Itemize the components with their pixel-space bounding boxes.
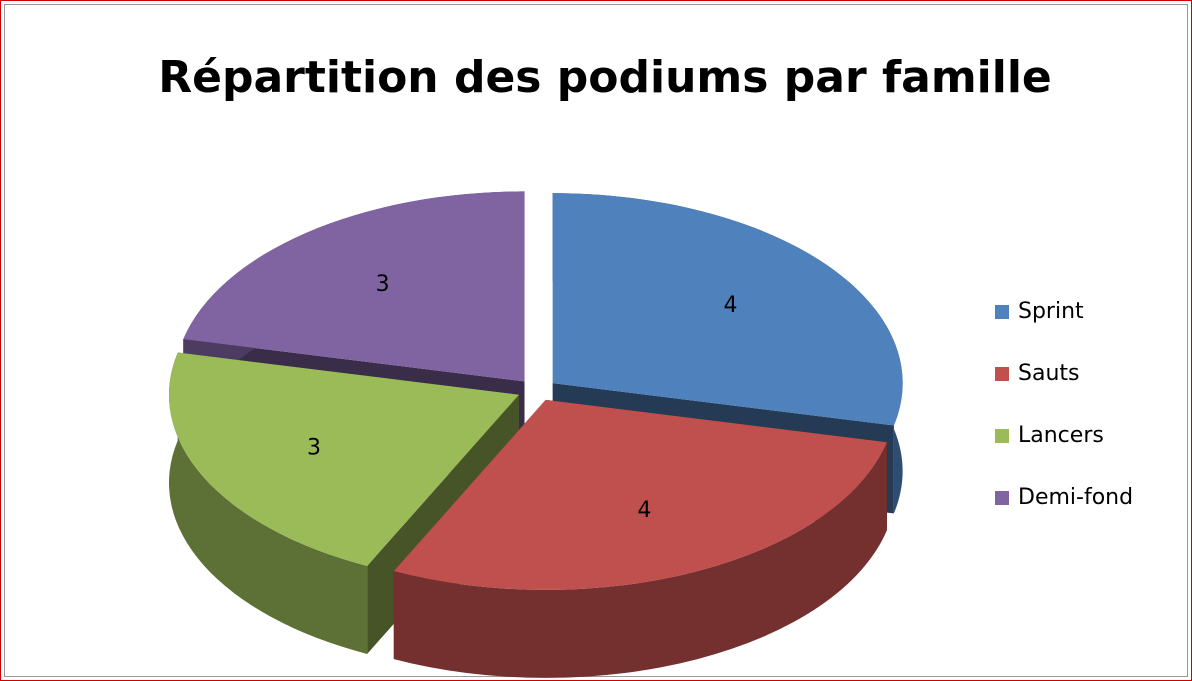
slice: [168, 352, 519, 566]
legend-label: Demi-fond: [1018, 485, 1133, 510]
legend-swatch: [995, 429, 1009, 443]
data-label: 3: [376, 272, 390, 297]
slice-outer-side: [393, 442, 887, 678]
legend-label: Lancers: [1018, 423, 1104, 448]
legend-swatch: [995, 491, 1009, 505]
data-label: 3: [307, 435, 321, 460]
chart-frame: [4, 4, 1188, 677]
slice: [393, 399, 887, 590]
slice-outer-side: [168, 352, 368, 654]
slice: [552, 193, 903, 426]
pie-tops: [168, 191, 903, 590]
legend-label: Sauts: [1018, 361, 1079, 386]
slice: [183, 191, 525, 382]
legend-swatch: [995, 305, 1009, 319]
legend-label: Sprint: [1018, 299, 1084, 324]
data-label: 4: [724, 293, 738, 318]
chart-title: Répartition des podiums par famille: [158, 52, 1052, 103]
data-label: 4: [637, 498, 651, 523]
legend-swatch: [995, 367, 1009, 381]
